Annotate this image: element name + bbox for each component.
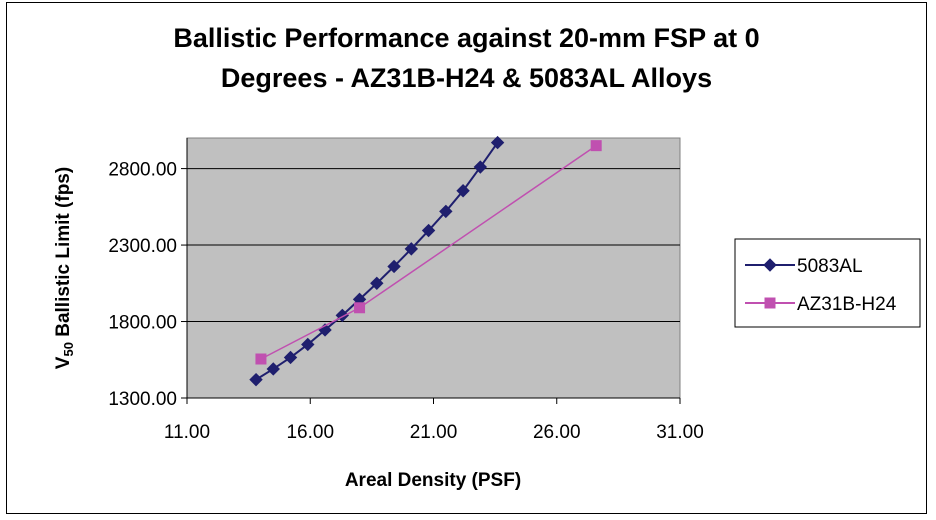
x-tick-label: 11.00: [164, 422, 210, 443]
legend-box: [734, 238, 921, 328]
y-axis-title-rest: Ballistic Limit (fps): [53, 167, 74, 342]
y-tick-label: 1300.00: [108, 389, 177, 410]
chart-title-line2: Degrees - AZ31B-H24 & 5083AL Alloys: [220, 63, 713, 93]
legend: 5083AL AZ31B-H24: [734, 238, 921, 328]
legend-item: AZ31B-H24: [745, 294, 897, 315]
legend-label: AZ31B-H24: [797, 294, 897, 315]
x-tick-label: 16.00: [286, 422, 334, 443]
series-AZ31B-H24: [255, 140, 602, 365]
chart-title-line1: Ballistic Performance against 20-mm FSP …: [173, 23, 760, 53]
legend-item: 5083AL: [745, 256, 863, 277]
y-tick-label: 2300.00: [108, 236, 177, 257]
y-axis-title-sub: 50: [61, 342, 76, 356]
chart-title: Ballistic Performance against 20-mm FSP …: [6, 18, 927, 98]
legend-marker: [764, 297, 776, 309]
legend-label: 5083AL: [797, 256, 863, 277]
data-point: [255, 353, 267, 365]
x-tick-label: 26.00: [533, 422, 581, 443]
data-point: [590, 140, 602, 152]
data-point: [301, 337, 315, 352]
series-group: [249, 135, 602, 387]
x-tick-labels: 11.00 16.00 21.00 26.00 31.00: [164, 422, 704, 443]
data-point: [439, 204, 453, 219]
x-tick-label: 21.00: [410, 422, 458, 443]
data-point: [456, 184, 470, 198]
data-point: [387, 259, 401, 274]
y-tick-label: 2800.00: [108, 160, 177, 181]
data-point: [421, 223, 436, 238]
gridlines: [187, 168, 680, 323]
data-point: [490, 135, 505, 150]
data-point: [473, 160, 488, 174]
x-axis-title: Areal Density (PSF): [345, 470, 521, 491]
data-point: [354, 302, 366, 314]
data-point: [266, 362, 280, 376]
legend-marker: [763, 258, 777, 272]
y-axis-title-main: V: [53, 356, 74, 369]
y-axis-title: V50 Ballistic Limit (fps): [53, 167, 76, 369]
y-tick-labels: 1300.00 1800.00 2300.00 2800.00: [108, 160, 177, 410]
data-point: [370, 276, 384, 291]
x-tick-label: 31.00: [656, 422, 704, 443]
data-point: [404, 242, 419, 256]
axes: [181, 138, 681, 404]
data-point: [283, 350, 298, 365]
data-point: [249, 372, 263, 387]
y-tick-label: 1800.00: [108, 313, 177, 334]
